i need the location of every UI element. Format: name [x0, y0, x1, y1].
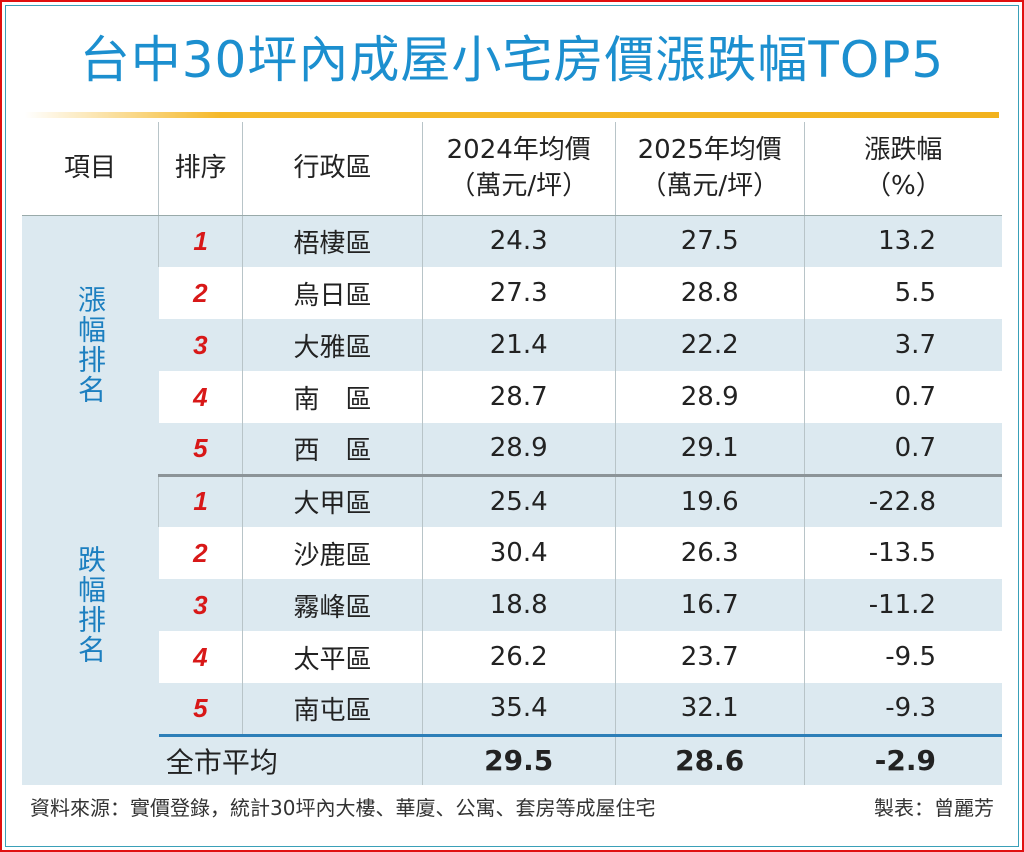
- district-cell: 西 區: [242, 423, 423, 477]
- header-2025-label: 2025年均價: [637, 135, 782, 166]
- header-change-unit: （%）: [865, 171, 942, 202]
- rank-cell: 1: [157, 475, 243, 527]
- average-2024: 29.5: [421, 735, 616, 785]
- price-2025-cell: 22.2: [614, 319, 805, 371]
- header-2025-unit: （萬元/坪）: [640, 171, 780, 202]
- header-change-label: 漲跌幅: [864, 135, 943, 166]
- price-change-table: 項目 排序 行政區 2024年均價 （萬元/坪） 2025年均價 （萬元/坪） 漲跌…: [22, 122, 1002, 785]
- change-cell: 3.7: [803, 319, 1002, 371]
- price-2025-cell: 26.3: [614, 527, 805, 579]
- rank-cell: 4: [193, 641, 208, 672]
- price-2024-cell: 28.9: [421, 423, 616, 477]
- price-2025-cell: 27.5: [614, 215, 805, 267]
- average-2025: 28.6: [614, 735, 805, 785]
- header-2024: 2024年均價 （萬元/坪）: [421, 122, 616, 216]
- header-change: 漲跌幅 （%）: [803, 122, 1002, 216]
- rank-cell: 1: [157, 215, 243, 267]
- price-2025-cell: 28.8: [614, 267, 805, 319]
- price-2024-cell: 21.4: [421, 319, 616, 371]
- title-divider: [25, 112, 999, 118]
- table-row: 漲幅排名 1 梧棲區 24.3 27.5 13.2: [22, 215, 1002, 475]
- header-item: 項目: [22, 122, 159, 216]
- footer: 資料來源：實價登錄，統計30坪內大樓、華廈、公寓、套房等成屋住宅 製表：曾麗芳: [30, 792, 994, 821]
- rank-cell: 3: [158, 579, 243, 631]
- rank-cell: 3: [158, 319, 243, 371]
- average-change: -2.9: [803, 735, 1002, 785]
- change-cell: 0.7: [803, 371, 1002, 423]
- district-cell: 太平區: [242, 631, 423, 683]
- price-2024-cell: 28.7: [421, 371, 616, 423]
- header-row: 項目 排序 行政區 2024年均價 （萬元/坪） 2025年均價 （萬元/坪） 漲跌…: [22, 122, 1002, 216]
- table-row: 3 霧峰區 18.8 16.7 -11.2: [22, 579, 1002, 631]
- district-cell: 大甲區: [242, 475, 423, 527]
- price-2025-cell: 32.1: [614, 683, 805, 737]
- district-cell: 大雅區: [242, 319, 423, 371]
- rank-cell: 5: [158, 683, 243, 737]
- change-cell: 5.5: [803, 267, 1002, 319]
- price-2024-cell: 26.2: [421, 631, 616, 683]
- credit: 製表：曾麗芳: [874, 796, 994, 820]
- district-cell: 烏日區: [242, 267, 423, 319]
- change-cell: 0.7: [803, 423, 1002, 477]
- rank-cell: 5: [158, 423, 243, 477]
- rank-cell: 4: [193, 381, 208, 412]
- district-cell: 南 區: [242, 371, 423, 423]
- district-cell: 南屯區: [242, 683, 423, 737]
- price-2024-cell: 30.4: [421, 527, 616, 579]
- price-2025-cell: 16.7: [614, 579, 805, 631]
- table-row: 跌幅排名 1 大甲區 25.4 19.6 -22.8: [22, 475, 1002, 735]
- rise-group-label: 漲幅排名: [22, 215, 159, 475]
- average-label: 全市平均: [22, 735, 423, 785]
- table-row: 2 烏日區 27.3 28.8 5.5: [22, 267, 1002, 319]
- page-title: 台中30坪內成屋小宅房價漲跌幅TOP5: [79, 31, 945, 89]
- table-row: 2 沙鹿區 30.4 26.3 -13.5: [22, 527, 1002, 579]
- price-2024-cell: 25.4: [421, 475, 616, 527]
- change-cell: -9.5: [803, 631, 1002, 683]
- header-rank: 排序: [157, 122, 243, 216]
- header-2024-unit: （萬元/坪）: [449, 171, 589, 202]
- table-row: 4 太平區 26.2 23.7 -9.5: [22, 631, 1002, 683]
- rank-cell: 2: [193, 537, 208, 568]
- change-cell: -11.2: [803, 579, 1002, 631]
- average-row: 全市平均 29.5 28.6 -2.9: [22, 735, 1002, 785]
- price-2025-cell: 28.9: [614, 371, 805, 423]
- price-2025-cell: 23.7: [614, 631, 805, 683]
- price-2025-cell: 29.1: [614, 423, 805, 477]
- district-cell: 梧棲區: [242, 215, 423, 267]
- price-2024-cell: 35.4: [421, 683, 616, 737]
- rank-cell: 2: [193, 277, 208, 308]
- change-cell: -9.3: [803, 683, 1002, 737]
- table-row: 5 南屯區 35.4 32.1 -9.3: [22, 683, 1002, 737]
- header-2024-label: 2024年均價: [446, 135, 591, 166]
- price-2024-cell: 27.3: [421, 267, 616, 319]
- fall-group-label: 跌幅排名: [22, 475, 159, 735]
- district-cell: 霧峰區: [242, 579, 423, 631]
- district-cell: 沙鹿區: [242, 527, 423, 579]
- header-district: 行政區: [242, 122, 423, 216]
- price-2024-cell: 18.8: [421, 579, 616, 631]
- change-cell: -22.8: [803, 475, 1002, 527]
- header-2025: 2025年均價 （萬元/坪）: [614, 122, 805, 216]
- source-note: 資料來源：實價登錄，統計30坪內大樓、華廈、公寓、套房等成屋住宅: [30, 796, 656, 820]
- change-cell: 13.2: [803, 215, 1002, 267]
- table-row: 3 大雅區 21.4 22.2 3.7: [22, 319, 1002, 371]
- price-2025-cell: 19.6: [614, 475, 805, 527]
- inner-border: [5, 5, 1019, 847]
- table-row: 4 南 區 28.7 28.9 0.7: [22, 371, 1002, 423]
- price-2024-cell: 24.3: [421, 215, 616, 267]
- change-cell: -13.5: [803, 527, 1002, 579]
